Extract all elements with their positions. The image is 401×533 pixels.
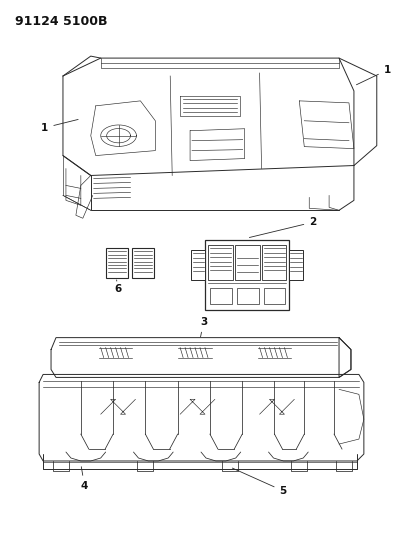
Text: 91124 5100B: 91124 5100B: [15, 15, 108, 28]
Bar: [290, 250, 303, 280]
Bar: [263, 288, 286, 304]
Text: 1: 1: [41, 119, 78, 133]
Bar: [208, 245, 233, 280]
Bar: [132, 248, 154, 278]
Bar: [261, 245, 286, 280]
Bar: [191, 250, 205, 280]
Text: 5: 5: [232, 468, 287, 496]
Text: 2: 2: [249, 217, 316, 238]
Text: 1: 1: [356, 65, 391, 85]
Bar: [237, 288, 259, 304]
Bar: [235, 245, 259, 280]
Text: 3: 3: [200, 317, 207, 337]
Text: 6: 6: [115, 280, 122, 294]
FancyBboxPatch shape: [205, 240, 290, 310]
Bar: [105, 248, 128, 278]
Text: 4: 4: [81, 467, 88, 491]
Bar: [210, 288, 232, 304]
